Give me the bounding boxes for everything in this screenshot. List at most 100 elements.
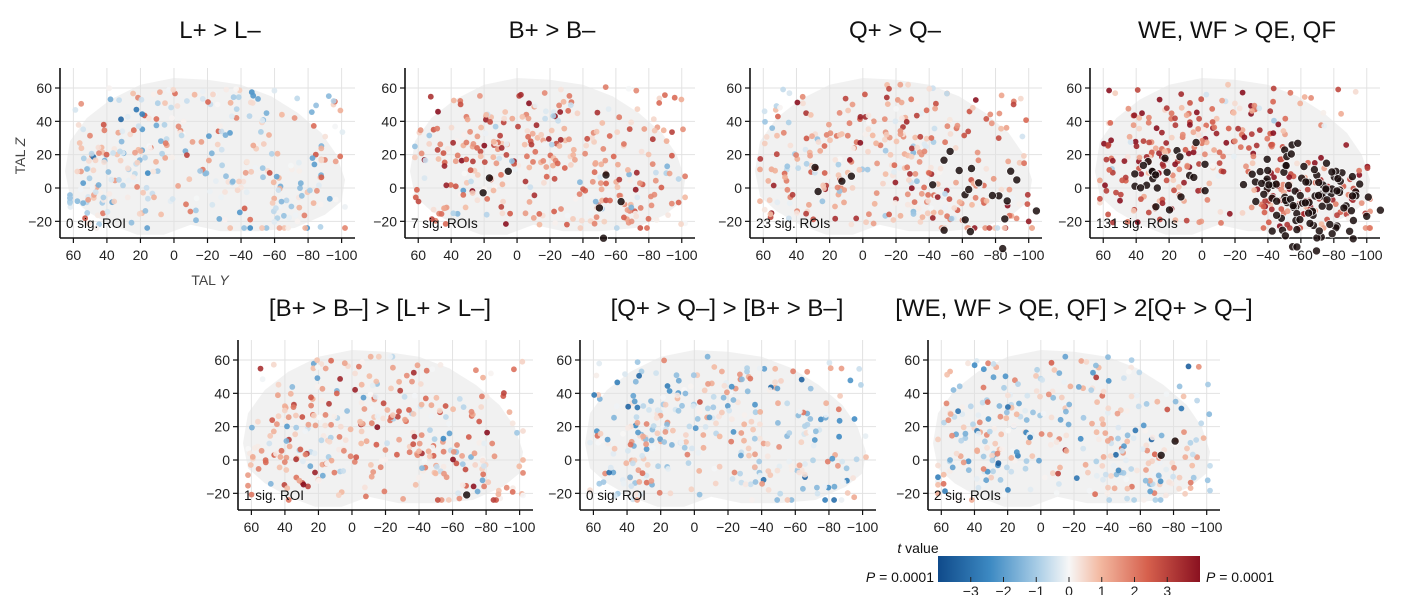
data-point [660, 394, 666, 401]
data-point [572, 195, 579, 202]
data-point [412, 154, 418, 161]
data-point [1123, 457, 1129, 464]
data-point [555, 117, 561, 124]
data-point [241, 205, 248, 212]
data-point [784, 186, 791, 193]
data-point [223, 173, 229, 180]
data-point [1033, 373, 1039, 379]
data-point [611, 445, 618, 452]
data-point [1124, 154, 1131, 160]
data-point [728, 383, 735, 390]
sig-roi-point [1160, 153, 1170, 163]
data-point [359, 359, 366, 365]
data-point [912, 171, 919, 177]
data-point [165, 87, 172, 93]
data-point [249, 454, 256, 460]
data-point [593, 214, 600, 221]
data-point [520, 492, 526, 499]
data-point [275, 381, 282, 388]
data-point [1176, 383, 1183, 390]
data-point [410, 441, 417, 448]
data-point [246, 113, 253, 119]
data-point [1109, 157, 1116, 164]
data-point [1271, 117, 1277, 124]
data-point [1216, 160, 1223, 167]
data-point [227, 99, 234, 106]
data-point [1102, 182, 1108, 189]
data-point [1001, 384, 1007, 391]
data-point [296, 477, 303, 484]
data-point [116, 97, 122, 103]
data-point [835, 462, 841, 469]
x-tick-label: 60 [244, 519, 260, 535]
data-point [598, 161, 605, 168]
data-point [871, 200, 878, 207]
x-tick-label: 20 [133, 247, 149, 263]
x-tick-label: −60 [1128, 519, 1152, 535]
data-point [219, 162, 226, 169]
data-point [625, 167, 631, 173]
data-point [965, 128, 972, 135]
data-point [784, 497, 791, 503]
data-point [532, 102, 539, 109]
data-point [919, 214, 926, 221]
data-point [640, 433, 646, 440]
data-point [380, 400, 387, 407]
data-point [311, 450, 318, 457]
data-point [548, 141, 555, 148]
data-point [1033, 388, 1040, 394]
sig-roi-count: 2 sig. ROIs [934, 488, 1001, 503]
data-point [928, 164, 934, 171]
data-point [675, 199, 682, 206]
sig-roi-point [1375, 205, 1385, 215]
data-point [284, 485, 291, 492]
data-point [320, 433, 327, 439]
data-point [746, 452, 752, 459]
data-point [1037, 393, 1043, 400]
data-point [1170, 473, 1176, 480]
data-point [235, 94, 242, 101]
data-point [292, 431, 299, 438]
data-point [497, 132, 503, 139]
data-point [614, 379, 621, 386]
y-tick-label: 60 [36, 80, 52, 96]
data-point [521, 141, 528, 148]
data-point [802, 146, 809, 153]
sig-roi-point [1130, 169, 1140, 179]
x-tick-label: 40 [1128, 247, 1144, 263]
data-point [962, 430, 969, 437]
data-point [785, 119, 792, 126]
data-point [967, 403, 974, 410]
data-point [288, 162, 294, 169]
data-point [145, 195, 151, 202]
x-tick-label: 20 [653, 519, 669, 535]
x-axis-label-main: TAL [191, 272, 219, 288]
data-point [373, 441, 380, 448]
data-point [937, 165, 944, 172]
data-point [1145, 209, 1152, 216]
data-point [258, 447, 265, 454]
colorbar-tick-label: −2 [996, 583, 1012, 595]
data-point [1105, 378, 1112, 384]
sig-roi-point [1255, 167, 1265, 177]
data-point [1027, 486, 1034, 493]
data-point [1093, 458, 1100, 465]
data-point [904, 201, 911, 208]
data-point [1136, 154, 1143, 161]
sig-roi-point [1239, 180, 1249, 190]
data-point [810, 216, 817, 223]
data-point [127, 131, 134, 138]
data-point [416, 448, 422, 455]
data-point [820, 182, 827, 189]
data-point [650, 116, 657, 123]
data-point [286, 214, 292, 221]
data-point [958, 437, 965, 444]
data-point [836, 156, 843, 163]
x-tick-label: −100 [326, 247, 358, 263]
data-point [1163, 177, 1170, 184]
data-point [394, 413, 401, 420]
data-point [767, 211, 774, 218]
data-point [203, 170, 210, 177]
data-point [545, 136, 552, 142]
